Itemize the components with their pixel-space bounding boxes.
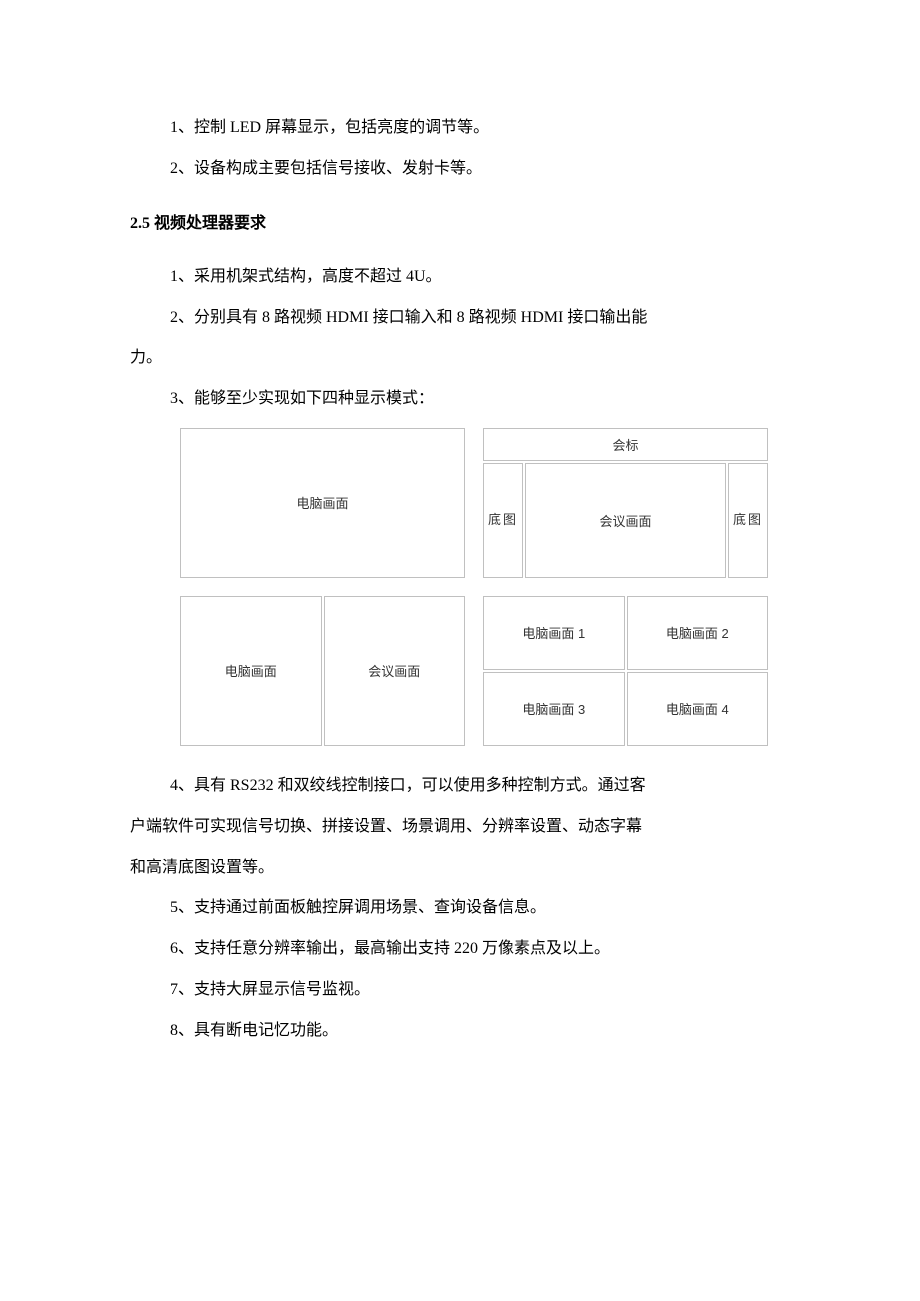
display-mode-2: 会标 底图 会议画面 底图 — [483, 428, 768, 578]
paragraph-4b: 力。 — [130, 340, 790, 377]
mode4-q1: 电脑画面 1 — [483, 596, 625, 670]
mode4-q4: 电脑画面 4 — [627, 672, 769, 746]
paragraph-1: 1、控制 LED 屏幕显示，包括亮度的调节等。 — [130, 110, 790, 147]
paragraph-4a: 2、分别具有 8 路视频 HDMI 接口输入和 8 路视频 HDMI 接口输出能 — [130, 300, 790, 337]
paragraph-5: 3、能够至少实现如下四种显示模式： — [130, 381, 790, 418]
mode4-grid: 电脑画面 1 电脑画面 2 电脑画面 3 电脑画面 4 — [483, 596, 768, 746]
mode2-bottom: 底图 会议画面 底图 — [483, 463, 768, 578]
paragraph-10: 8、具有断电记忆功能。 — [130, 1013, 790, 1050]
paragraph-7: 5、支持通过前面板触控屏调用场景、查询设备信息。 — [130, 890, 790, 927]
mode2-left: 底图 — [483, 463, 523, 578]
diagram-row-1: 电脑画面 会标 底图 会议画面 底图 — [180, 428, 790, 578]
paragraph-8: 6、支持任意分辨率输出，最高输出支持 220 万像素点及以上。 — [130, 931, 790, 968]
paragraph-6c: 和高清底图设置等。 — [130, 850, 790, 887]
mode4-row-2: 电脑画面 3 电脑画面 4 — [483, 672, 768, 746]
mode4-q3: 电脑画面 3 — [483, 672, 625, 746]
section-heading: 2.5 视频处理器要求 — [130, 206, 790, 241]
paragraph-2: 2、设备构成主要包括信号接收、发射卡等。 — [130, 151, 790, 188]
display-modes-diagrams: 电脑画面 会标 底图 会议画面 底图 电脑画面 会议画面 电脑画面 1 电脑画面… — [130, 428, 790, 746]
paragraph-9: 7、支持大屏显示信号监视。 — [130, 972, 790, 1009]
mode3-right: 会议画面 — [324, 596, 466, 746]
mode4-q2: 电脑画面 2 — [627, 596, 769, 670]
mode2-center: 会议画面 — [525, 463, 726, 578]
paragraph-6b: 户端软件可实现信号切换、拼接设置、场景调用、分辨率设置、动态字幕 — [130, 809, 790, 846]
paragraph-3: 1、采用机架式结构，高度不超过 4U。 — [130, 259, 790, 296]
mode1-cell: 电脑画面 — [180, 428, 465, 578]
paragraph-6: 4、具有 RS232 和双绞线控制接口，可以使用多种控制方式。通过客 — [130, 768, 790, 805]
mode2-right: 底图 — [728, 463, 768, 578]
diagram-row-2: 电脑画面 会议画面 电脑画面 1 电脑画面 2 电脑画面 3 电脑画面 4 — [180, 596, 790, 746]
display-mode-4: 电脑画面 1 电脑画面 2 电脑画面 3 电脑画面 4 — [483, 596, 768, 746]
display-mode-1: 电脑画面 — [180, 428, 465, 578]
mode3-left: 电脑画面 — [180, 596, 322, 746]
display-mode-3: 电脑画面 会议画面 — [180, 596, 465, 746]
mode4-row-1: 电脑画面 1 电脑画面 2 — [483, 596, 768, 670]
mode2-top: 会标 — [483, 428, 768, 461]
